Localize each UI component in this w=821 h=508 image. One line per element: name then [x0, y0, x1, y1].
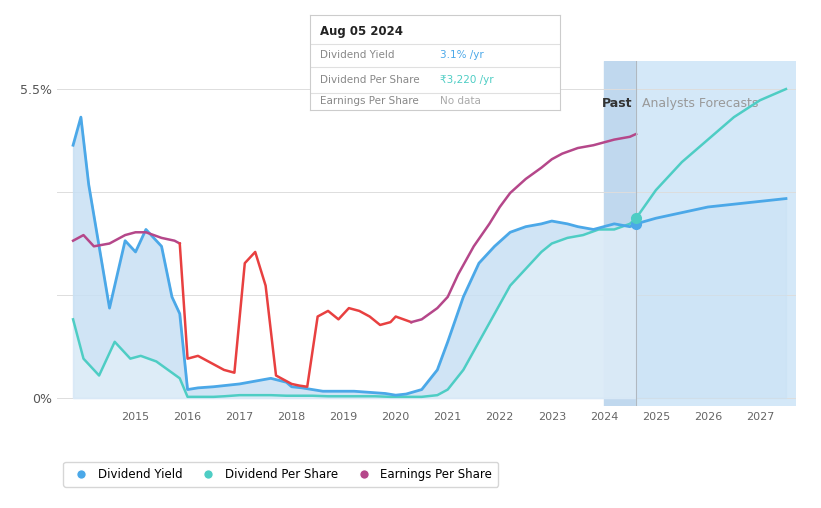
Bar: [636, 61, 796, 406]
Text: Dividend Per Share: Dividend Per Share: [320, 75, 420, 85]
Text: Analysts Forecasts: Analysts Forecasts: [642, 98, 759, 110]
Legend: Dividend Yield, Dividend Per Share, Earnings Per Share: Dividend Yield, Dividend Per Share, Earn…: [63, 462, 498, 487]
Bar: [603, 61, 636, 406]
Text: Aug 05 2024: Aug 05 2024: [320, 24, 403, 38]
Text: ₹3,220 /yr: ₹3,220 /yr: [440, 75, 493, 85]
Text: Past: Past: [602, 98, 632, 110]
Text: No data: No data: [440, 97, 481, 107]
Text: 3.1% /yr: 3.1% /yr: [440, 50, 484, 60]
Text: Earnings Per Share: Earnings Per Share: [320, 97, 419, 107]
Text: Dividend Yield: Dividend Yield: [320, 50, 395, 60]
